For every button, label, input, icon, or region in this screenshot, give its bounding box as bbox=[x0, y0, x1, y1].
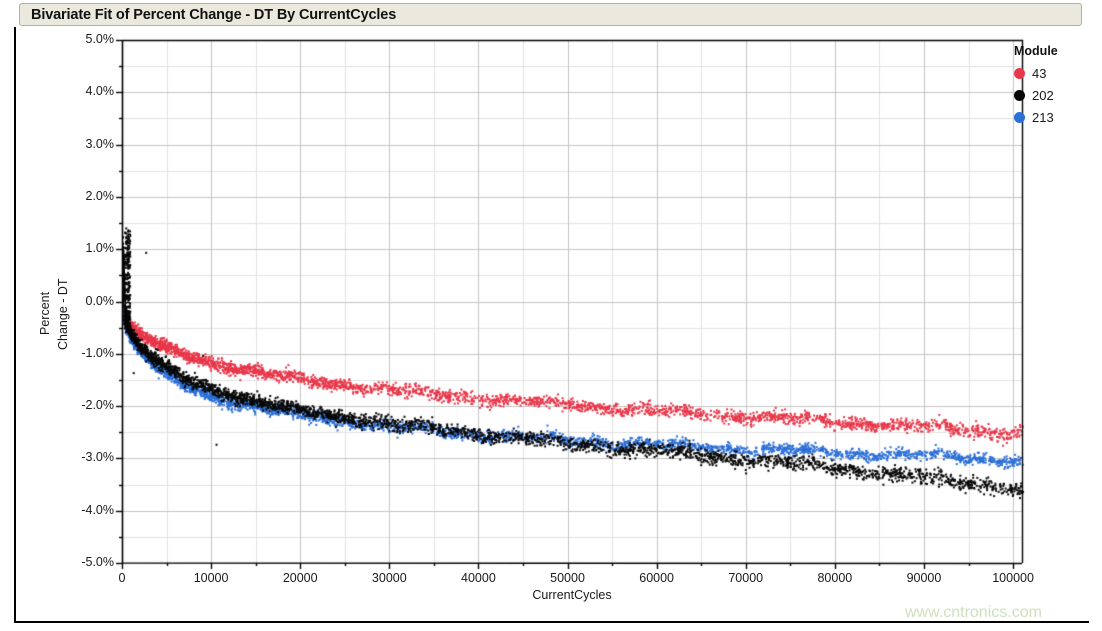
legend-item-label: 202 bbox=[1032, 87, 1054, 103]
legend-title: Module bbox=[1014, 44, 1058, 58]
y-tick-label: 2.0% bbox=[85, 188, 115, 203]
watermark: www.cntronics.com bbox=[905, 604, 1042, 621]
legend-item-213[interactable]: 213 bbox=[1014, 106, 1094, 128]
x-tick-label: 60000 bbox=[639, 571, 675, 585]
y-axis-label-line2: Change - DT bbox=[56, 278, 70, 350]
y-tick-label: 5.0% bbox=[85, 32, 115, 46]
legend-item-202[interactable]: 202 bbox=[1014, 84, 1094, 106]
legend-color-swatch-icon bbox=[1014, 67, 1025, 79]
x-tick-label: 90000 bbox=[906, 571, 942, 585]
x-tick-label: 50000 bbox=[550, 571, 585, 585]
legend-color-swatch-icon bbox=[1014, 111, 1025, 123]
y-tick-label: -1.0% bbox=[81, 345, 114, 360]
y-tick-label: -4.0% bbox=[81, 502, 114, 517]
legend-item-label: 213 bbox=[1032, 109, 1054, 125]
legend-item-43[interactable]: 43 bbox=[1014, 62, 1094, 84]
y-tick-label: 1.0% bbox=[85, 241, 115, 256]
x-tick-label: 20000 bbox=[282, 571, 318, 585]
y-tick-label: -5.0% bbox=[81, 555, 114, 569]
y-axis-label-line1: Percent bbox=[38, 291, 52, 335]
y-tick-label: 0.0% bbox=[85, 293, 115, 308]
legend-item-label: 43 bbox=[1032, 65, 1047, 81]
x-tick-label: 80000 bbox=[817, 571, 853, 585]
x-tick-label: 40000 bbox=[461, 571, 496, 585]
x-tick-label: 30000 bbox=[371, 571, 407, 585]
y-tick-label: 3.0% bbox=[85, 136, 115, 151]
legend-color-swatch-icon bbox=[1014, 89, 1025, 101]
legend: Module 43 202 213 bbox=[1014, 44, 1094, 128]
legend-entries: 43 202 213 bbox=[1014, 62, 1094, 128]
y-tick-label: 4.0% bbox=[85, 84, 115, 99]
x-tick-label: 0 bbox=[118, 571, 126, 585]
x-axis-label: CurrentCycles bbox=[532, 588, 612, 602]
x-tick-label: 70000 bbox=[728, 571, 764, 585]
y-tick-label: -2.0% bbox=[81, 398, 114, 413]
x-tick-label: 100000 bbox=[992, 571, 1034, 585]
y-tick-label: -3.0% bbox=[81, 450, 114, 465]
x-tick-label: 10000 bbox=[193, 571, 229, 585]
